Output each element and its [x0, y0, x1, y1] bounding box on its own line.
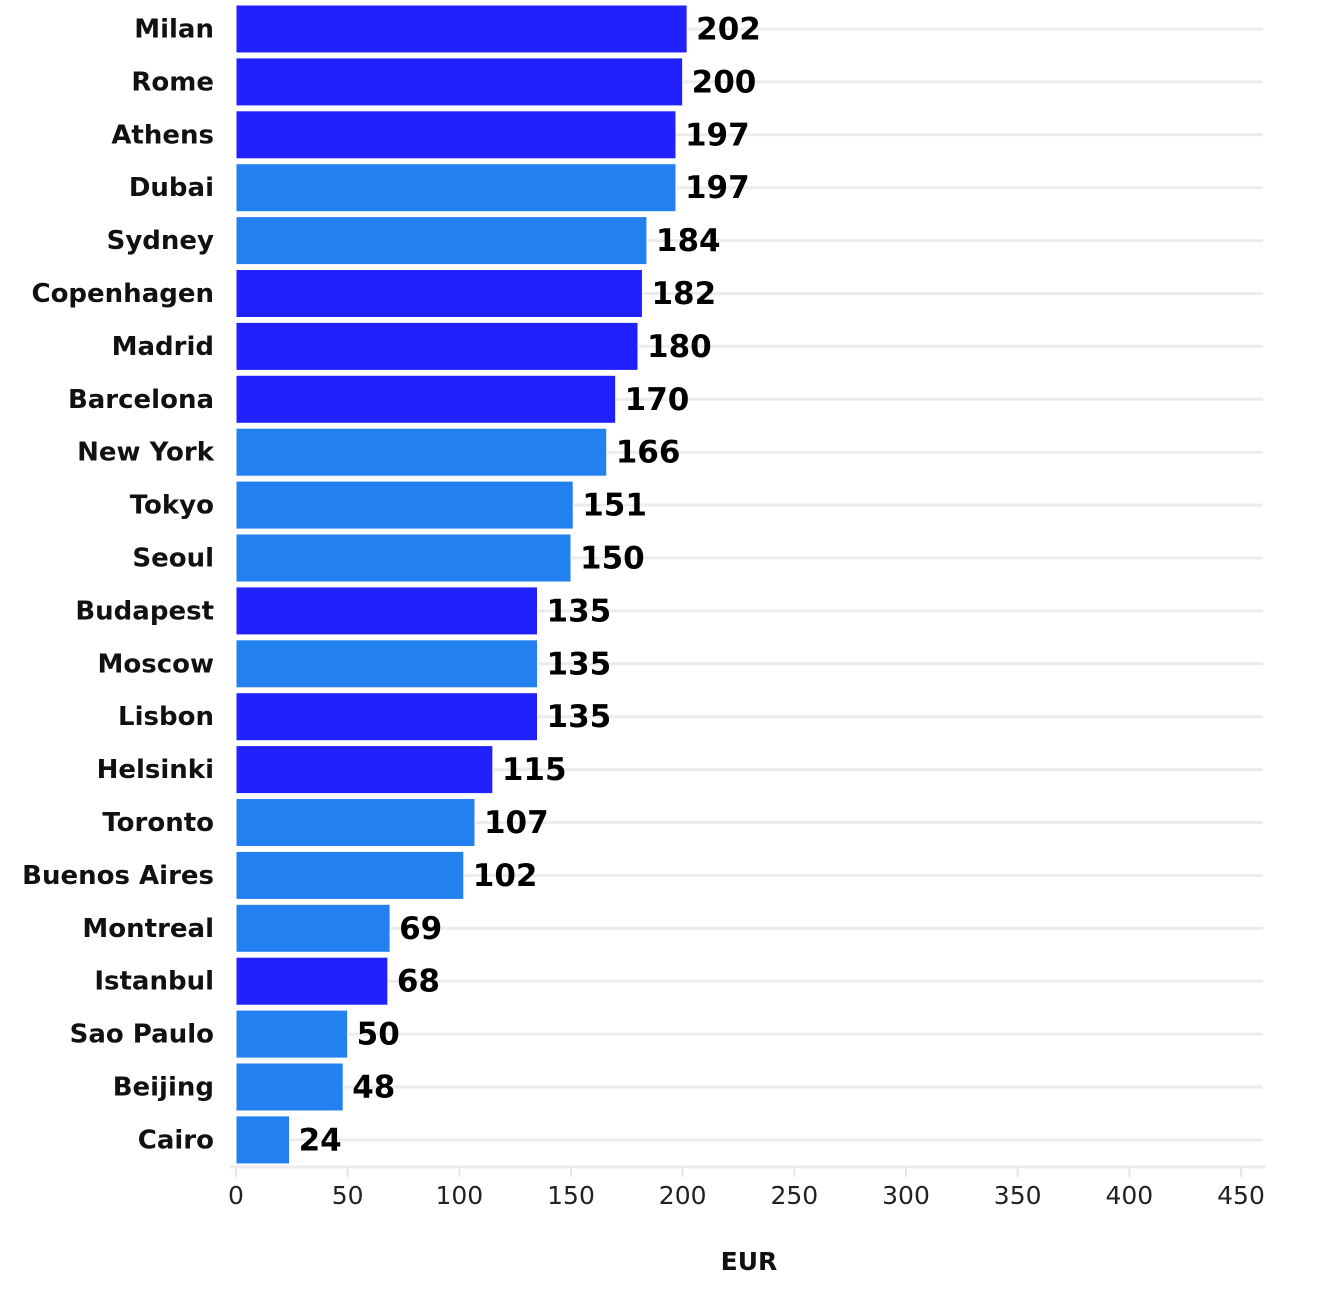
category-label: Toronto — [102, 808, 214, 838]
bar — [235, 956, 389, 1006]
value-label: 135 — [547, 646, 612, 682]
bar — [235, 4, 688, 54]
value-label: 202 — [696, 12, 761, 48]
value-label: 107 — [484, 805, 549, 841]
bar — [235, 798, 476, 847]
bar — [235, 374, 617, 424]
category-label: Cairo — [138, 1125, 214, 1155]
value-label: 69 — [399, 911, 442, 947]
value-label: 182 — [651, 276, 716, 312]
value-label: 184 — [656, 223, 721, 259]
bar — [235, 692, 538, 742]
tick-label: 150 — [547, 1181, 595, 1210]
value-label: 135 — [547, 699, 612, 735]
category-label: Beijing — [113, 1073, 214, 1103]
x-axis: 0 50 100 150 200 250 300 350 400 450 — [228, 1165, 1265, 1210]
bar — [235, 427, 608, 477]
tick-label: 250 — [770, 1181, 818, 1210]
category-label: Istanbul — [94, 967, 214, 997]
tick-label: 0 — [228, 1181, 244, 1210]
tick-label: 350 — [994, 1181, 1042, 1210]
category-label: Dubai — [129, 173, 214, 203]
category-label: Madrid — [112, 332, 214, 362]
bar — [235, 1115, 291, 1165]
bar — [235, 850, 465, 900]
value-label: 68 — [397, 964, 440, 1000]
value-label: 197 — [685, 170, 750, 206]
tick-label: 450 — [1217, 1181, 1265, 1210]
category-label: Tokyo — [130, 491, 214, 521]
category-label: Budapest — [75, 596, 214, 626]
tick-label: 100 — [435, 1181, 483, 1210]
category-label: Copenhagen — [31, 279, 214, 309]
bar — [235, 163, 677, 213]
category-label: New York — [77, 438, 215, 468]
tick-label: 50 — [332, 1181, 364, 1210]
bar — [235, 1062, 344, 1112]
category-label: Helsinki — [97, 755, 214, 785]
category-label: Lisbon — [118, 702, 214, 732]
value-label: 102 — [473, 858, 538, 894]
value-label: 115 — [502, 752, 567, 788]
bar — [235, 533, 572, 583]
bar — [235, 903, 391, 953]
category-label: Montreal — [82, 914, 214, 944]
value-label: 50 — [357, 1017, 400, 1053]
bar — [235, 321, 639, 371]
category-label: Seoul — [132, 544, 214, 574]
value-label: 135 — [547, 593, 612, 629]
bar — [235, 1009, 349, 1059]
category-label: Milan — [134, 15, 214, 45]
value-label: 48 — [352, 1070, 395, 1106]
value-label: 200 — [692, 64, 757, 100]
category-label: Sao Paulo — [70, 1020, 214, 1050]
x-axis-label: EUR — [721, 1247, 778, 1276]
category-label: Athens — [111, 120, 214, 150]
category-label: Sydney — [107, 226, 214, 256]
category-label: Barcelona — [68, 385, 214, 415]
category-label: Moscow — [97, 649, 214, 679]
category-label: Rome — [131, 67, 214, 97]
value-label: 170 — [625, 382, 690, 418]
tick-label: 300 — [882, 1181, 930, 1210]
tick-label: 200 — [659, 1181, 707, 1210]
bar — [235, 110, 677, 160]
category-label: Buenos Aires — [22, 861, 214, 891]
value-label: 24 — [299, 1122, 342, 1158]
value-label: 180 — [647, 329, 712, 365]
category-labels: Milan Rome Athens Dubai Sydney Copenhagen Madr… — [22, 15, 215, 1156]
value-label: 151 — [582, 488, 647, 524]
bar — [235, 480, 574, 530]
bar — [235, 269, 643, 318]
tick-label: 400 — [1105, 1181, 1153, 1210]
value-label: 166 — [616, 435, 681, 471]
bars — [235, 0, 702, 1165]
value-labels: 202 200 197 197 184 182 180 170 166 151 150 135 135 1… — [299, 12, 761, 1159]
bar — [235, 57, 684, 107]
bar — [235, 639, 538, 689]
value-label: 150 — [580, 541, 645, 577]
value-label: 197 — [685, 117, 750, 153]
bar — [235, 586, 538, 636]
bar — [235, 745, 494, 795]
bar — [235, 216, 648, 266]
